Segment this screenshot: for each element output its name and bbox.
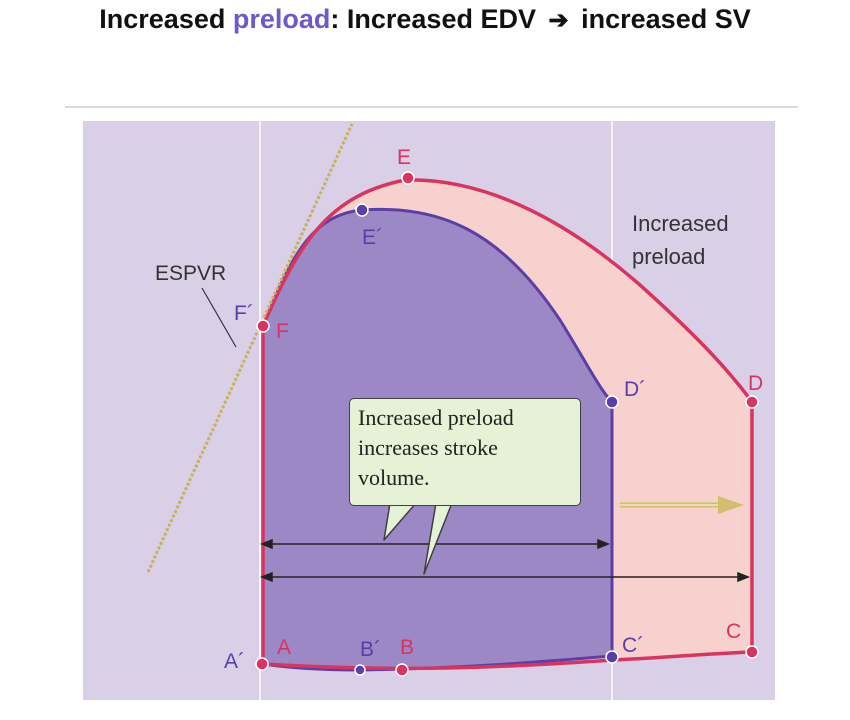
title-highlight-preload: preload <box>232 4 331 34</box>
increased-preload-label-line2: preload <box>632 244 705 269</box>
point-f-label: F <box>276 320 289 343</box>
point-a-label: A <box>277 636 291 659</box>
baseline-stroke-volume-arrowhead-right <box>597 538 611 550</box>
divider-line <box>65 106 798 108</box>
point-f-marker <box>256 319 270 333</box>
point-c-label: C <box>726 620 741 643</box>
callout-line-1: Increased preload <box>358 405 514 430</box>
point-d-prime-marker <box>605 395 619 409</box>
point-a-marker <box>255 657 269 671</box>
point-e-prime-label: E´ <box>362 226 383 249</box>
point-a-prime-label: A´ <box>224 650 245 673</box>
point-e-prime-marker <box>355 203 369 217</box>
point-f-prime-label: F´ <box>234 302 254 325</box>
point-c-prime-label: C´ <box>622 634 644 657</box>
title-text-part3: increased SV <box>581 4 751 34</box>
point-d-marker <box>745 395 759 409</box>
espvr-pointer-line <box>201 287 237 348</box>
increased-stroke-volume-arrowhead-left <box>259 571 273 583</box>
increased-preload-label-line1: Increased <box>632 211 729 236</box>
page-title: Increased preload: Increased EDV ➔ incre… <box>0 4 850 35</box>
point-b-prime-label: B´ <box>360 638 381 661</box>
increased-stroke-volume-arrowhead-right <box>737 571 751 583</box>
point-e-marker <box>401 171 415 185</box>
title-text-part1: Increased <box>99 4 226 34</box>
preload-shift-arrow-icon <box>620 496 744 514</box>
point-c-prime-marker <box>605 650 619 664</box>
stroke-volume-callout: Increased preload increases stroke volum… <box>349 398 581 506</box>
title-text-part2: : Increased EDV <box>330 4 536 34</box>
point-b-marker <box>395 663 409 677</box>
callout-line-2: increases stroke <box>358 435 498 460</box>
right-arrow-icon: ➔ <box>548 7 569 34</box>
increased-preload-loop-outline <box>261 178 754 671</box>
point-d-label: D <box>748 372 763 395</box>
point-b-label: B <box>400 636 414 659</box>
espvr-line <box>146 123 354 573</box>
point-e-label: E <box>397 146 411 169</box>
point-d-prime-label: D´ <box>624 378 646 401</box>
espvr-label: ESPVR <box>155 262 226 285</box>
callout-line-3: volume. <box>358 465 430 490</box>
baseline-stroke-volume-arrowhead-left <box>259 538 273 550</box>
point-c-marker <box>745 645 759 659</box>
point-b-prime-marker <box>354 664 366 676</box>
